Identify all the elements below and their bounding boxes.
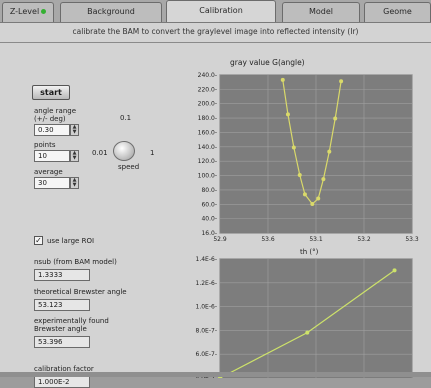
- data-point: [392, 268, 397, 273]
- y-tick-label: 16.0-: [201, 230, 217, 237]
- speed-knob[interactable]: [113, 141, 135, 161]
- start-button[interactable]: start: [32, 85, 70, 100]
- data-point: [297, 173, 302, 178]
- data-point: [316, 196, 321, 201]
- calibration-panel: calibrate the BAM to convert the graylev…: [0, 22, 431, 388]
- angle-range-stepper[interactable]: ▲ ▼: [70, 124, 79, 136]
- data-point: [285, 112, 290, 117]
- average-stepper[interactable]: ▲ ▼: [70, 177, 79, 189]
- status-led-icon: [41, 9, 47, 14]
- x-tick-label: 52.9: [213, 236, 227, 243]
- points-input[interactable]: 10: [34, 150, 70, 162]
- y-tick-label: 200.0-: [198, 101, 217, 108]
- theoretical-brewster-indicator: 53.123: [34, 299, 90, 311]
- data-point: [339, 79, 344, 84]
- nsub-label: nsub (from BAM model): [34, 258, 117, 266]
- y-tick-label: 240.0-: [198, 72, 217, 79]
- y-tick-label: 120.0-: [198, 158, 217, 165]
- nsub-indicator: 1.3333: [34, 269, 90, 281]
- y-tick-label: 80.0-: [201, 187, 217, 194]
- experimental-brewster-indicator: 53.396: [34, 336, 90, 348]
- tab-background[interactable]: Background: [60, 2, 162, 22]
- tab-label: Calibration: [199, 6, 243, 15]
- average-label: average: [34, 168, 63, 176]
- y-tick-label: 60.0-: [201, 201, 217, 208]
- calibration-factor-indicator: 1.000E-2: [34, 376, 90, 388]
- data-point: [305, 330, 310, 335]
- controls-column: start angle range (+/- deg) 0.30 ▲ ▼ poin…: [0, 43, 180, 388]
- tab-geometry[interactable]: Geome: [364, 2, 431, 22]
- tab-model[interactable]: Model: [282, 2, 360, 22]
- points-label: points: [34, 141, 56, 149]
- tab-label: Background: [87, 7, 135, 16]
- tab-label: Geome: [383, 7, 412, 16]
- gray-value-chart: 240.0- 220.0- 200.0- 180.0- 160.0- 140.0- 120.…: [198, 72, 419, 243]
- data-point: [321, 177, 326, 182]
- angle-range-input[interactable]: 0.30: [34, 124, 70, 136]
- speed-tick-left: 0.01: [92, 149, 108, 157]
- angle-range-label: angle range (+/- deg): [34, 107, 76, 123]
- calibration-factor-label: calibration factor: [34, 365, 94, 373]
- y-tick-label: 6.0E-7-: [196, 351, 217, 358]
- divider: [0, 42, 431, 43]
- y-tick-label: 1.2E-6-: [196, 280, 217, 287]
- data-point: [310, 202, 315, 207]
- y-tick-label: 1.0E-6-: [196, 304, 217, 311]
- speed-tick-right: 1: [150, 149, 155, 157]
- data-point: [327, 149, 332, 154]
- experimental-brewster-label: experimentally found Brewster angle: [34, 317, 109, 333]
- speed-tick-top: 0.1: [120, 114, 132, 122]
- gray-value-chart-xlabel: th (°): [300, 248, 319, 256]
- tab-bar: Z-Level Background Calibration Model Geo…: [0, 0, 431, 22]
- tab-z-level[interactable]: Z-Level: [2, 2, 54, 22]
- y-tick-label: 100.0-: [198, 173, 217, 180]
- data-point: [333, 116, 338, 121]
- y-tick-label: 140.0-: [198, 144, 217, 151]
- average-input[interactable]: 30: [34, 177, 70, 189]
- tab-label: Model: [308, 7, 334, 16]
- y-tick-label: 40.0-: [201, 216, 217, 223]
- panel-subtitle: calibrate the BAM to convert the graylev…: [72, 27, 359, 36]
- x-tick-label: 53.3: [405, 236, 419, 243]
- tab-label: Z-Level: [9, 7, 40, 16]
- y-tick-label: 8.0E-7-: [196, 327, 217, 334]
- x-tick-label: 53.1: [309, 236, 323, 243]
- y-tick-label: 1.4E-6-: [196, 256, 217, 263]
- gray-value-chart-title: gray value G(angle): [230, 58, 305, 67]
- x-tick-label: 53.2: [357, 236, 371, 243]
- points-stepper[interactable]: ▲ ▼: [70, 150, 79, 162]
- theoretical-brewster-label: theoretical Brewster angle: [34, 288, 127, 296]
- use-large-roi-label: use large ROI: [47, 237, 95, 245]
- y-tick-label: 160.0-: [198, 129, 217, 136]
- calibration-chart: 1.4E-6-1.2E-6-1.0E-6-8.0E-7-6.0E-7-4.0E-…: [196, 256, 413, 378]
- data-point: [302, 192, 307, 197]
- data-point: [291, 145, 296, 150]
- x-tick-label: 53.6: [261, 236, 275, 243]
- bottom-strip: [0, 372, 431, 377]
- y-tick-label: 220.0-: [198, 86, 217, 93]
- tab-calibration[interactable]: Calibration: [166, 0, 276, 22]
- data-point: [280, 77, 285, 82]
- use-large-roi-checkbox[interactable]: ✓: [34, 236, 43, 245]
- y-tick-label: 180.0-: [198, 115, 217, 122]
- speed-label: speed: [118, 163, 140, 171]
